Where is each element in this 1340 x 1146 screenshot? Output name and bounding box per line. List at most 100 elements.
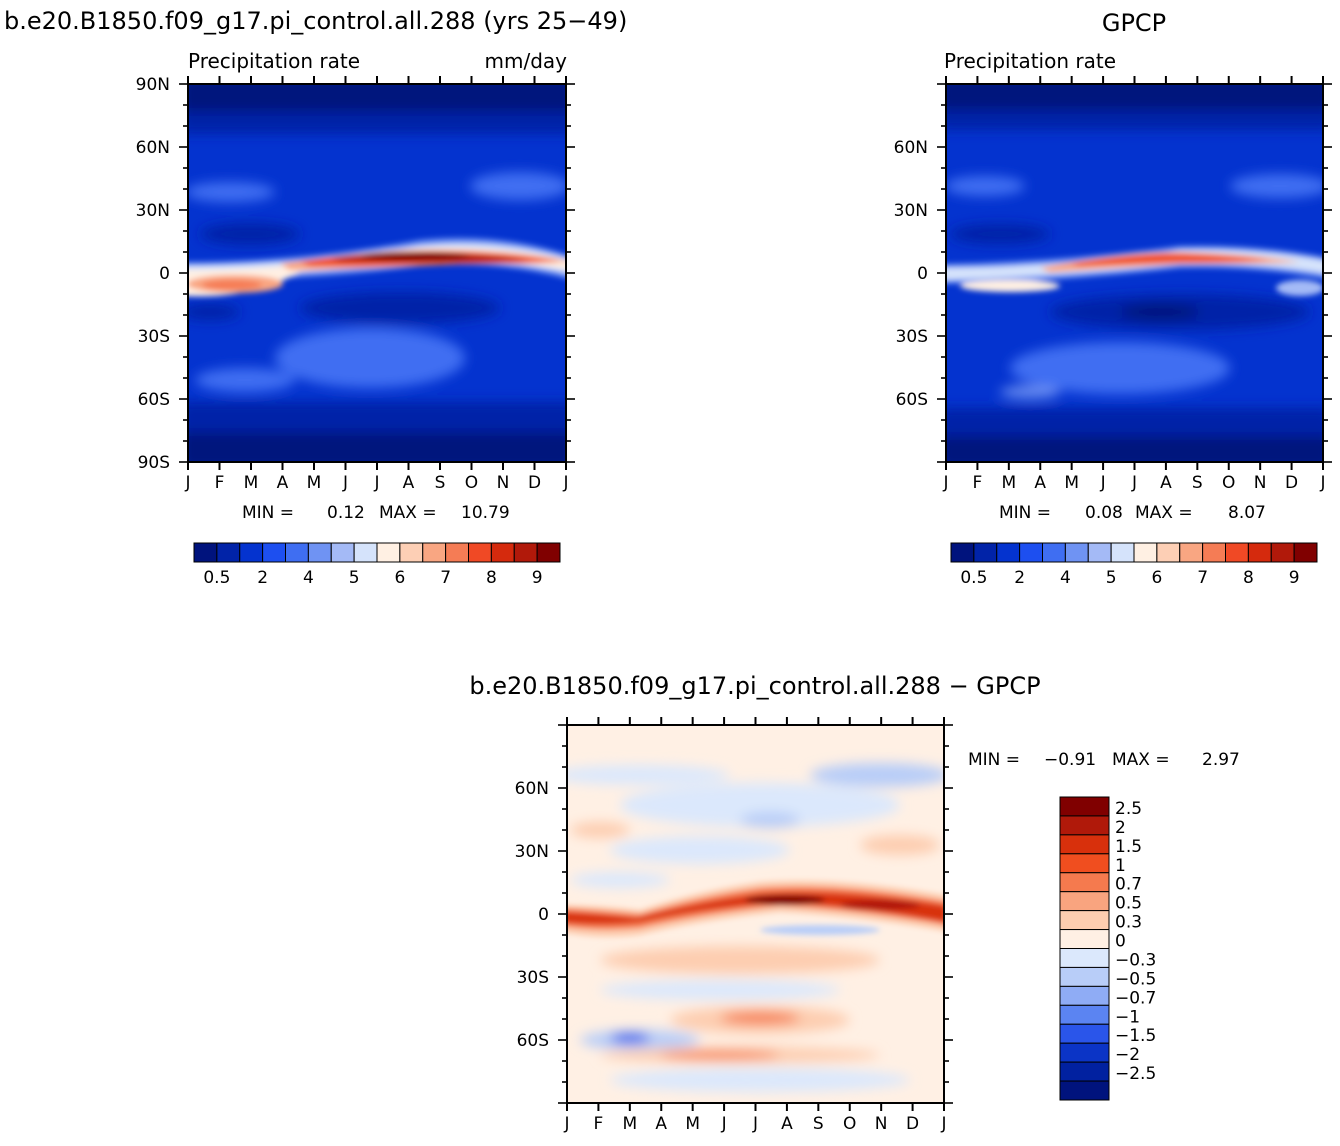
colorbar-swatch [1293,542,1318,563]
colorbar-swatch [1156,542,1181,563]
colorbar-label: −0.7 [1115,988,1156,1008]
colorbar-swatch [1064,542,1089,563]
colorbar-swatch [285,542,309,563]
gpcp-panel: GPCP Precipitation rate [894,9,1332,588]
x-tick-label: J [342,473,348,493]
colorbar-swatch [1059,796,1110,817]
gpcp-field [946,84,1323,462]
colorbar-swatch [1059,929,1110,949]
x-tick-label: N [497,473,510,493]
diff-title: b.e20.B1850.f09_g17.pi_control.all.288 −… [469,672,1040,700]
y-tick-label: 90S [138,453,170,473]
colorbar-swatch [1059,1004,1110,1025]
colorbar-swatch [1225,542,1249,563]
colorbar-swatch [193,542,218,563]
colorbar-swatch [1059,1080,1110,1101]
colorbar-label: 0 [1115,932,1126,952]
colorbar-swatch [376,542,401,563]
diff-min-label: MIN = [968,750,1020,770]
model-min-label: MIN = [242,503,294,523]
model-subtitle-left: Precipitation rate [188,49,360,73]
colorbar-swatch [1059,1042,1110,1063]
gpcp-subtitle-left: Precipitation rate [944,49,1116,73]
x-tick-label: O [465,473,478,493]
colorbar-label: 0.5 [203,568,230,588]
colorbar-label: 8 [486,568,497,588]
model-min-value: 0.12 [327,503,365,523]
diff-max-label: MAX = [1112,750,1170,770]
y-tick-label: 30S [896,327,928,347]
x-tick-label: A [1034,473,1046,493]
colorbar-swatch [973,542,998,563]
colorbar-label: 2 [257,568,268,588]
x-tick-label: A [655,1114,667,1134]
x-tick-label: J [942,473,948,493]
x-tick-label: M [685,1114,700,1134]
x-tick-label: S [1192,473,1203,493]
x-tick-label: J [373,473,379,493]
x-tick-label: A [781,1114,793,1134]
colorbar-swatch [1202,542,1226,563]
colorbar-label: −0.5 [1115,969,1156,989]
colorbar-label: 2 [1115,818,1126,838]
x-tick-label: A [403,473,415,493]
colorbar-swatch [536,542,561,563]
colorbar-swatch [1179,542,1204,563]
y-tick-label: 0 [917,264,928,284]
x-tick-label: J [563,1114,569,1134]
x-tick-label: J [1319,473,1325,493]
colorbar-label: −1 [1115,1007,1140,1027]
colorbar-label: 6 [394,568,405,588]
colorbar-label: 5 [1106,568,1117,588]
x-tick-label: O [843,1114,856,1134]
colorbar-swatch [1019,542,1043,563]
x-tick-label: F [594,1114,604,1134]
x-tick-label: J [184,473,190,493]
colorbar-swatch [1042,542,1066,563]
colorbar-label: 0.5 [960,568,987,588]
x-tick-label: J [940,1114,946,1134]
colorbar-label: 2 [1014,568,1025,588]
colorbar-swatch [216,542,241,563]
colorbar-label: −0.3 [1115,950,1156,970]
colorbar-label: −2.5 [1115,1064,1156,1084]
colorbar-label: 0.7 [1115,875,1142,895]
x-tick-label: S [813,1114,824,1134]
colorbar-label: 0.3 [1115,913,1142,933]
colorbar-label: 6 [1151,568,1162,588]
y-tick-label: 0 [538,905,549,925]
colorbar-swatch [239,542,264,563]
colorbar-swatch [262,542,286,563]
x-tick-label: M [307,473,322,493]
colorbar-swatch [1247,542,1272,563]
model-subtitle-right: mm/day [485,49,568,73]
x-tick-label: M [244,473,259,493]
colorbar-swatch [1059,891,1110,912]
diff-colorbar: 2.521.510.70.50.30−0.3−0.5−0.7−1−1.5−2−2… [1059,796,1156,1101]
x-tick-label: M [1001,473,1016,493]
colorbar-label: 2.5 [1115,799,1142,819]
colorbar-label: −2 [1115,1045,1140,1065]
x-tick-label: J [1100,473,1106,493]
x-tick-label: N [875,1114,888,1134]
colorbar-swatch [1059,1061,1110,1082]
x-tick-label: M [1064,473,1079,493]
x-tick-label: J [562,473,568,493]
x-tick-label: N [1254,473,1267,493]
model-panel: b.e20.B1850.f09_g17.pi_control.all.288 (… [4,7,627,588]
y-tick-label: 30N [894,201,928,221]
y-tick-label: 30N [515,842,549,862]
colorbar-swatch [1059,815,1110,836]
colorbar-swatch [1270,542,1295,563]
y-tick-label: 30S [138,327,170,347]
diff-max-value: 2.97 [1202,750,1240,770]
colorbar-swatch [1110,542,1135,563]
x-tick-label: D [1285,473,1298,493]
colorbar-swatch [490,542,515,563]
colorbar-swatch [1059,966,1110,987]
gpcp-title: GPCP [1102,9,1166,37]
diff-panel: b.e20.B1850.f09_g17.pi_control.all.288 −… [469,672,1239,1134]
x-tick-label: F [973,473,983,493]
colorbar-swatch [513,542,538,563]
